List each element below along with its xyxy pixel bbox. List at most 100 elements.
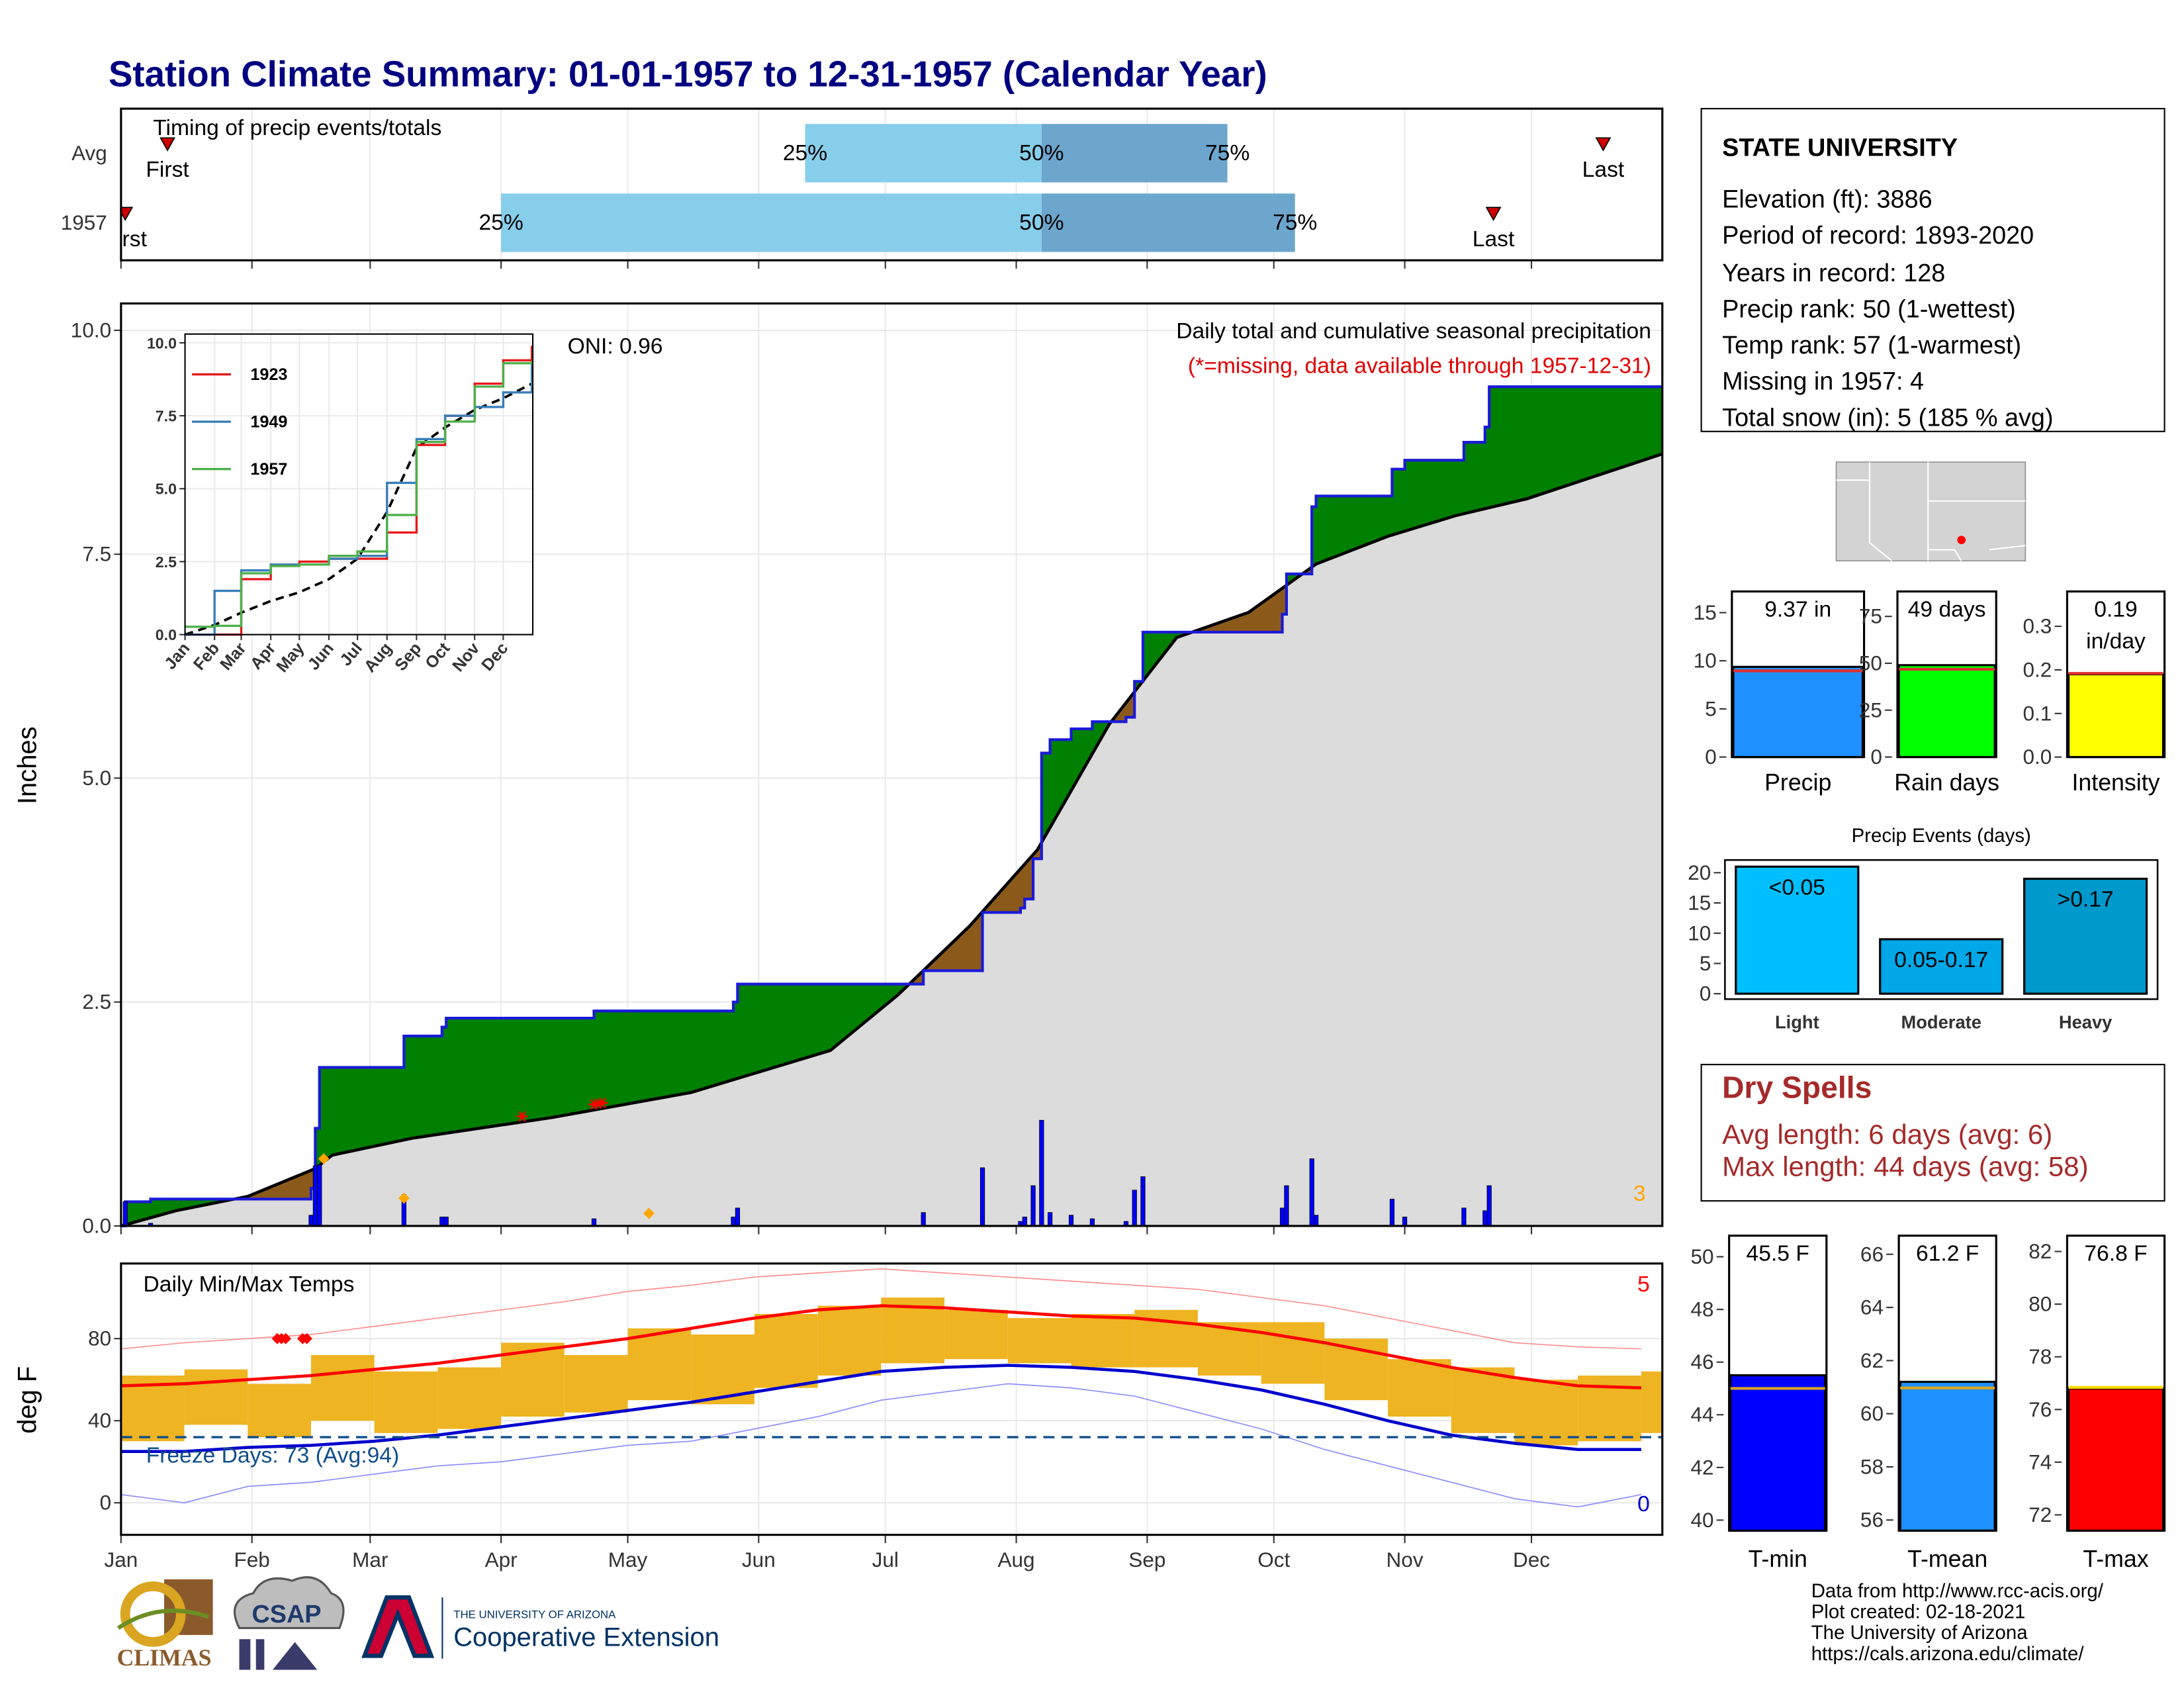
station-line: Temp rank: 57 (1-warmest) <box>1722 332 2021 359</box>
temp-line <box>120 1364 1641 1454</box>
y-tick-label: 82 <box>2028 1239 2052 1263</box>
summary-bar <box>2067 673 2165 759</box>
y-tick-label: 74 <box>2028 1450 2052 1474</box>
x-tick-label: Oct <box>1257 1548 1290 1571</box>
y-tick-label: 76 <box>2028 1397 2052 1421</box>
average-area <box>120 453 1662 1226</box>
station-line: Years in record: 128 <box>1722 259 1945 287</box>
y-tick-label: 80 <box>88 1327 111 1350</box>
y-tick-label: 2.5 <box>156 553 177 571</box>
temp-range-bar <box>817 1305 882 1376</box>
y-tick-label: 0 <box>1700 982 1711 1006</box>
missing-marker <box>596 1098 608 1109</box>
inset-panel <box>185 334 533 635</box>
summary-bar <box>1899 1380 1996 1532</box>
snow-marker <box>643 1207 655 1219</box>
dry-spells-line: Max length: 44 days (avg: 58) <box>1722 1150 2089 1182</box>
daily-bar <box>1309 1158 1314 1227</box>
x-axis-title: T-max <box>2083 1546 2148 1572</box>
percentile-label: 75% <box>1273 211 1317 235</box>
event-marker <box>159 137 175 152</box>
timing-bar-late <box>1041 193 1295 252</box>
threshold-label: 0.05-0.17 <box>1894 948 1988 972</box>
footer-line: Data from http://www.rcc-acis.org/ <box>1811 1580 2104 1602</box>
legend-label: 1949 <box>250 412 287 431</box>
station-line: Precip rank: 50 (1-wettest) <box>1722 295 2016 323</box>
temp-range-bar <box>627 1328 692 1401</box>
x-tick-label: May <box>608 1548 648 1571</box>
event-bar <box>1879 938 2004 995</box>
map-frame <box>1835 461 2026 561</box>
event-label: First <box>104 227 148 252</box>
event-label: First <box>146 158 189 182</box>
y-tick-label: 10.0 <box>147 334 177 352</box>
value-label: 45.5 F <box>1746 1243 1809 1266</box>
panel-title: Daily Min/Max Temps <box>143 1272 354 1297</box>
y-tick-label: 7.5 <box>82 542 111 566</box>
missing-stroke <box>598 1098 606 1109</box>
panel-border <box>120 302 1664 1227</box>
logo-shape <box>233 1576 345 1630</box>
daily-bar <box>1461 1207 1467 1227</box>
x-tick-label: Moderate <box>1901 1012 1981 1033</box>
footer-line: Plot created: 02-18-2021 <box>1811 1601 2026 1623</box>
x-axis-title: Precip <box>1764 769 1831 796</box>
dry-spells-title: Dry Spells <box>1722 1070 1872 1105</box>
series-line <box>185 346 533 636</box>
y-tick-label: 0.0 <box>82 1213 111 1237</box>
y-tick-label: 5 <box>1705 696 1717 720</box>
y-tick-label: 7.5 <box>156 407 177 424</box>
x-tick-label: Jan <box>104 1548 138 1571</box>
logo-climas: CLIMAS <box>117 1579 213 1671</box>
y-tick-label: 44 <box>1690 1403 1713 1427</box>
daily-bar <box>1132 1190 1137 1227</box>
x-tick-label: Heavy <box>2059 1012 2113 1033</box>
y-tick-label: 75 <box>1859 604 1882 628</box>
daily-bar <box>1089 1218 1095 1227</box>
value-label: 9.37 in <box>1764 598 1832 622</box>
daily-bar <box>1047 1212 1053 1227</box>
x-axis-title: Intensity <box>2071 769 2160 796</box>
value-label-box: 49 days <box>1908 598 1986 622</box>
panel-border <box>120 107 1664 261</box>
temp-range-bar <box>1451 1367 1515 1433</box>
temp-range-bar <box>1514 1380 1578 1446</box>
x-axis-title: T-min <box>1749 1546 1807 1572</box>
daily-bar <box>921 1212 926 1227</box>
daily-bar <box>312 1165 318 1227</box>
threshold-label: >0.17 <box>2058 888 2114 912</box>
timing-bar-early <box>501 193 1042 252</box>
y-tick-label: 60 <box>1860 1401 1884 1425</box>
value-label-box: 45.5 F <box>1746 1243 1809 1266</box>
temp-range-bar <box>184 1369 248 1425</box>
daily-bar <box>122 1201 128 1227</box>
temp-range-bar <box>1261 1322 1325 1384</box>
y-tick-label: 40 <box>88 1409 111 1432</box>
missing-note: (*=missing, data available through 1957-… <box>1188 354 1651 379</box>
row-label: Avg <box>71 141 107 165</box>
summary-bar <box>2067 1387 2165 1532</box>
logo-shape <box>361 1595 435 1658</box>
panel-border <box>120 1262 1664 1536</box>
station-location <box>1957 536 1966 545</box>
event-label: Last <box>1473 227 1515 252</box>
daily-bar <box>735 1207 741 1227</box>
temp-range-bar <box>248 1383 311 1438</box>
value-label-box: 76.8 F <box>2084 1243 2147 1266</box>
y-tick-label: 0 <box>1870 745 1882 769</box>
daily-bar <box>1389 1198 1395 1227</box>
legend-label: 1957 <box>250 460 287 479</box>
station-line: Total snow (in): 5 (185 % avg) <box>1722 404 2053 432</box>
dry-spells-line: Avg length: 6 days (avg: 6) <box>1722 1119 2052 1150</box>
y-tick-label: 0.1 <box>2023 701 2052 725</box>
percentile-label: 50% <box>1019 211 1064 235</box>
y-tick-label: 25 <box>1859 698 1882 722</box>
x-tick-label: Aug <box>998 1548 1035 1571</box>
temp-line <box>120 1268 1641 1350</box>
y-tick-label: 72 <box>2028 1503 2052 1526</box>
locator-map <box>1835 461 2026 562</box>
station-box <box>1700 108 2165 432</box>
temp-range-bar <box>310 1355 375 1421</box>
y-tick-label: 62 <box>1860 1348 1884 1372</box>
